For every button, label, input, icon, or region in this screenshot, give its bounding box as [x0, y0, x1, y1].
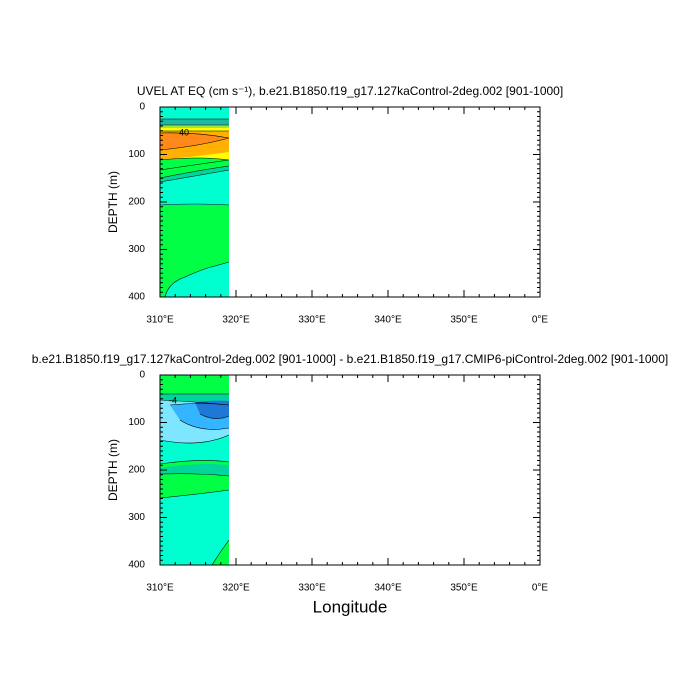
x-tick-label: 310°E	[146, 315, 174, 326]
y-axis-label: DEPTH (m)	[106, 439, 120, 501]
y-tick-label: 400	[128, 292, 145, 303]
x-tick-label: 0°E	[532, 583, 549, 594]
chart-title: UVEL AT EQ (cm s⁻¹), b.e21.B1850.f19_g17…	[137, 84, 563, 98]
y-tick-label: 300	[128, 244, 145, 255]
chart-title: b.e21.B1850.f19_g17.127kaControl-2deg.00…	[32, 352, 668, 366]
x-tick-label: 340°E	[374, 583, 402, 594]
x-tick-label: 350°E	[450, 583, 478, 594]
x-tick-label: 330°E	[298, 583, 326, 594]
x-tick-label: 320°E	[222, 583, 250, 594]
y-tick-label: 100	[128, 149, 145, 160]
contour-fill	[160, 107, 230, 297]
x-tick-label: 350°E	[450, 315, 478, 326]
x-axis-label: Longitude	[313, 597, 388, 616]
y-tick-label: 0	[139, 102, 145, 113]
y-tick-label: 300	[128, 512, 145, 523]
x-tick-label: 330°E	[298, 315, 326, 326]
y-tick-label: 0	[139, 370, 145, 381]
y-tick-label: 200	[128, 197, 145, 208]
y-tick-label: 100	[128, 417, 145, 428]
y-tick-label: 200	[128, 465, 145, 476]
x-tick-label: 0°E	[532, 315, 549, 326]
contour-label: 40	[179, 127, 189, 137]
x-tick-label: 340°E	[374, 315, 402, 326]
y-axis-label: DEPTH (m)	[106, 171, 120, 233]
contour-fill	[160, 375, 230, 565]
x-tick-label: 320°E	[222, 315, 250, 326]
x-tick-label: 310°E	[146, 583, 174, 594]
y-tick-label: 400	[128, 560, 145, 571]
contour-label: -4	[169, 395, 177, 405]
